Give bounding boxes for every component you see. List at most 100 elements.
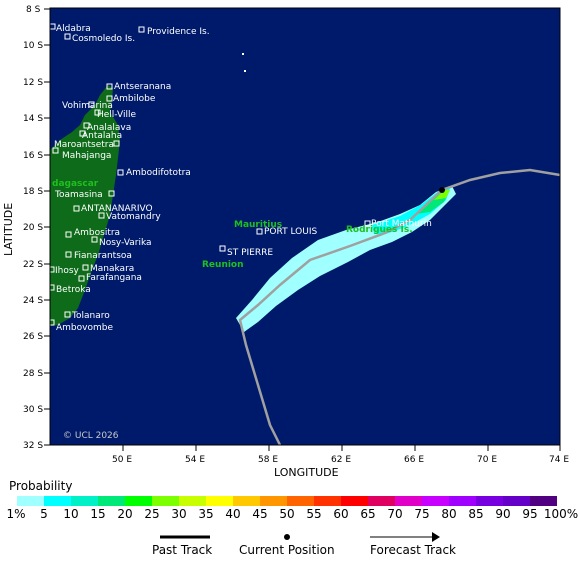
y-tick-label: 18 S [23,187,43,197]
probability-scale-label: 45 [252,507,268,521]
track-legend-symbols [160,532,440,542]
label-ambovombe: Ambovombe [56,323,113,333]
x-tick-label: 58 E [258,455,278,465]
probability-scale-label: 60 [333,507,349,521]
past-track-label: Past Track [152,543,213,557]
probability-color-swatch [98,496,125,506]
label-betroka: Betroka [56,285,91,295]
current-position-symbol [284,534,290,540]
label-ambodifototra: Ambodifototra [126,168,191,178]
y-tick-label: 10 S [23,41,43,51]
probability-scale-label: 35 [198,507,214,521]
probability-scale-label: 100% [543,507,579,521]
probability-scale-label: 50 [279,507,295,521]
probability-scale-label: 70 [387,507,403,521]
label-nosy-varika: Nosy-Varika [99,238,152,248]
probability-scale-label: 40 [225,507,241,521]
forecast-track-label: Forecast Track [370,543,456,557]
probability-scale-label: 55 [306,507,322,521]
current-position-label: Current Position [239,543,335,557]
probability-scale-label: 75 [414,507,430,521]
y-axis-title: LATITUDE [2,203,15,256]
label-maroantsetra: Maroantsetra [54,140,114,150]
probability-color-swatch [341,496,368,506]
x-tick-label: 50 E [112,455,132,465]
y-tick-label: 20 S [23,223,43,233]
small-island [242,53,244,55]
label-providence: Providence Is. [147,27,210,37]
probability-color-swatch [449,496,476,506]
label-ambilobe: Ambilobe [113,94,156,104]
label-antalaha: Antalaha [82,131,122,141]
probability-color-swatch [476,496,503,506]
probability-color-swatch [125,496,152,506]
x-tick-label: 70 E [477,455,497,465]
label-ihosy: Ihosy [55,266,80,276]
probability-scale-label: 1% [6,507,26,521]
place-markers [48,23,371,326]
current-position-marker [439,187,445,193]
probability-color-swatch [503,496,530,506]
probability-color-swatch [422,496,449,506]
label-mahajanga: Mahajanga [62,151,111,161]
label-vatomandry: Vatomandry [106,212,161,222]
x-tick-label: 62 E [331,455,351,465]
probability-color-swatch [368,496,395,506]
label-mauritius: Mauritius [234,220,282,230]
probability-color-swatch [206,496,233,506]
small-island [244,70,246,72]
label-rodrigues: Rodrigues Is. [346,225,413,235]
probability-scale-label: 80 [441,507,457,521]
label-ambositra: Ambositra [74,228,120,238]
label-fianarantsoa: Fianarantsoa [74,251,132,261]
y-tick-label: 16 S [23,151,43,161]
label-reunion: Reunion [202,260,244,270]
probability-color-swatch [260,496,287,506]
y-tick-label: 28 S [23,369,43,379]
probability-scale-label: 25 [144,507,160,521]
probability-color-swatch [44,496,71,506]
probability-scale-label: 5 [40,507,48,521]
y-tick-label: 12 S [23,78,43,88]
label-analalava: Analalava [87,123,131,133]
legend-title: Probability [9,479,73,493]
y-tick-label: 14 S [23,114,43,124]
label-madagascar: dagascar [52,179,99,189]
label-port-mathurin: Port Mathurin [371,219,432,229]
probability-scale-label: 85 [468,507,484,521]
probability-scale-label: 95 [522,507,538,521]
ocean-area [50,8,560,445]
probability-color-swatch [395,496,422,506]
probability-color-swatch [179,496,206,506]
probability-scale-label: 90 [495,507,511,521]
probability-scale-labels: 1% 5 10 15 20 25 30 35 40 45 50 55 60 65 70 75 80 85 90 95 1… [0,507,580,521]
label-toamasina: Toamasina [54,190,103,200]
track-legend: Past Track Current Position Forecast Tra… [0,528,580,564]
y-tick-label: 24 S [23,296,43,306]
label-aldabra: Aldabra [56,24,91,34]
copyright-notice: © UCL 2026 [63,431,119,441]
label-hell-ville: Hell-Ville [97,110,136,120]
probability-scale-label: 10 [63,507,79,521]
probability-color-swatch [314,496,341,506]
madagascar-landmass [50,85,120,326]
probability-color-scale [17,496,557,506]
x-tick-label: 74 E [549,455,569,465]
past-track-line [238,168,561,446]
label-manakara: Manakara [90,264,134,274]
probability-color-swatch [152,496,179,506]
probability-scale-label: 20 [117,507,133,521]
y-tick-label: 26 S [23,332,43,342]
y-tick-label: 8 S [26,5,41,15]
x-tick-label: 66 E [404,455,424,465]
x-tick-label: 54 E [185,455,205,465]
probability-scale-label: 15 [90,507,106,521]
label-st-pierre: ST PIERRE [227,248,273,258]
probability-swath-25pct [434,190,450,200]
label-antseranana: Antseranana [114,82,171,92]
y-tick-label: 22 S [23,260,43,270]
map-canvas: Aldabra Providence Is. Cosmoledo Is. Ant… [2,5,569,478]
x-axis-title: LONGITUDE [274,466,339,478]
label-cosmoledo: Cosmoledo Is. [72,34,135,44]
